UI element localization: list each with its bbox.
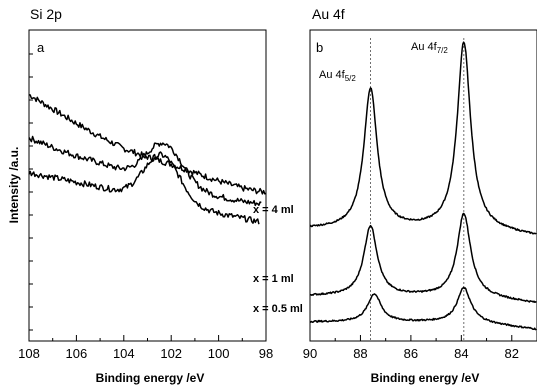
au-4f-x-tick-label: 90	[303, 346, 317, 361]
au-4f-trace	[309, 212, 537, 303]
au-4f-x-tick-label: 84	[454, 346, 468, 361]
si-2p-traces	[28, 93, 267, 225]
si-2p-x-tick-label: 108	[18, 346, 40, 361]
si-2p-trace	[28, 151, 260, 225]
si-2p-panel: Si 2p a 108 106 104 102 100 98 x = 4 ml x = 1 …	[7, 6, 303, 385]
trace-label: x = 1 ml	[253, 273, 294, 285]
si-2p-x-tick-label: 98	[259, 346, 273, 361]
y-axis-title: Intensity /a.u.	[7, 147, 21, 224]
si-2p-y-ticks	[29, 53, 33, 331]
peak-annotation: Au 4f5/2	[319, 69, 356, 83]
si-2p-x-tick-label: 102	[160, 346, 182, 361]
panel-label-a: a	[37, 40, 45, 55]
au-4f-reference-lines	[370, 38, 465, 341]
au-4f-x-ticks: 90 88 86 84 82	[303, 335, 519, 361]
peak-annotation: Au 4f7/2	[411, 41, 448, 55]
au-4f-peak-annotations: Au 4f5/2 Au 4f7/2	[319, 41, 448, 83]
au-4f-plot-frame	[309, 29, 537, 342]
au-4f-trace	[309, 41, 537, 235]
au-4f-traces	[309, 41, 537, 331]
au-4f-panel: Au 4f b 90 88 86 84 82 Au 4f5/2 Au 4f7/2 Bind…	[303, 6, 537, 385]
au-4f-x-tick-label: 88	[353, 346, 367, 361]
si-2p-x-tick-label: 104	[113, 346, 135, 361]
au-4f-x-tick-label: 82	[505, 346, 519, 361]
au-4f-title: Au 4f	[312, 6, 345, 22]
si-2p-trace	[28, 135, 262, 207]
si-2p-x-tick-label: 100	[208, 346, 230, 361]
au-4f-x-axis-title: Binding energy /eV	[371, 371, 480, 385]
si-2p-title: Si 2p	[30, 6, 62, 22]
trace-label: x = 0.5 ml	[253, 303, 303, 315]
au-4f-trace	[309, 286, 537, 331]
si-2p-plot-frame	[28, 29, 267, 342]
si-2p-x-tick-label: 106	[66, 346, 88, 361]
panel-label-b: b	[316, 40, 323, 55]
si-2p-trace	[28, 93, 267, 195]
au-4f-x-tick-label: 86	[404, 346, 418, 361]
si-2p-x-axis-title: Binding energy /eV	[96, 371, 205, 385]
trace-label: x = 4 ml	[253, 204, 294, 216]
si-2p-trace-labels: x = 4 ml x = 1 ml x = 0.5 ml	[253, 204, 303, 315]
si-2p-x-ticks: 108 106 104 102 100 98	[18, 335, 273, 361]
